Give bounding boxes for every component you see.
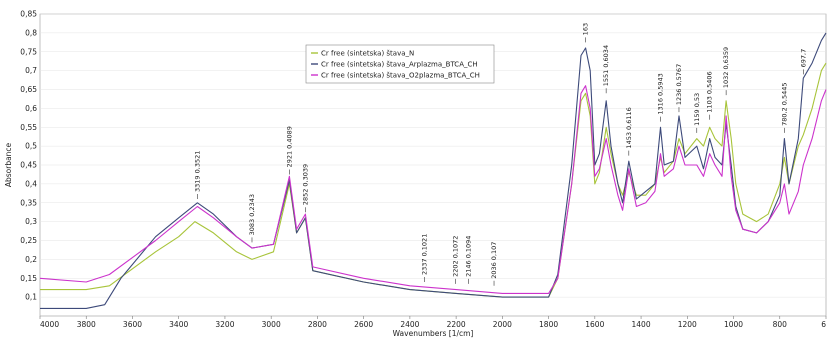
annotation-label: 1551 0,6034 — [602, 45, 610, 86]
annotation-label: 163 — [582, 23, 590, 35]
y-tick-label: 0,5 — [25, 142, 37, 151]
x-tick-label: 2800 — [308, 320, 327, 329]
annotation-label: 1236 0,5767 — [675, 64, 683, 105]
annotation-label: 1103 0,5406 — [706, 71, 714, 112]
legend: Cr free (sintetska) štava_N Cr free (sin… — [305, 44, 495, 84]
series-line-0 — [40, 62, 827, 298]
x-tick-label: 2000 — [493, 320, 512, 329]
annotation-layer: 3319 0,3521 3083 0,2343 2921 0,4089 2852 0,… — [193, 23, 807, 286]
y-tick-label: 0,45 — [20, 161, 37, 170]
y-tick-label: 0,8 — [25, 28, 37, 37]
x-tick-label: 1400 — [632, 320, 651, 329]
y-tick-label: 0,65 — [20, 85, 37, 94]
legend-box — [305, 44, 495, 84]
series-line-2 — [39, 85, 827, 294]
legend-label-1: Cr free (sintetska) štava_Arplazma_BTCA_… — [321, 61, 478, 69]
x-tick-label: 2600 — [354, 320, 373, 329]
y-tick-label: 0,1 — [25, 293, 37, 302]
annotation-label: 3083 0,2343 — [248, 194, 256, 235]
annotation-label: 780,2 0,5445 — [780, 82, 788, 125]
annotation-label: 2921 0,4089 — [285, 126, 293, 167]
series-layer — [39, 32, 827, 309]
y-tick-label: 0,6 — [25, 104, 37, 113]
y-tick-label: 0,75 — [20, 47, 37, 56]
x-tick-label: 800 — [773, 320, 788, 329]
annotation-label: 1159 0,53 — [693, 93, 701, 126]
x-tick-label: 2200 — [447, 320, 466, 329]
x-tick-label: 3600 — [123, 320, 142, 329]
annotation-label: 2036 0,107 — [490, 242, 498, 279]
x-tick-label: 1200 — [678, 320, 697, 329]
x-tick-label: 3800 — [77, 320, 96, 329]
annotation-label: 2337 0,1021 — [420, 234, 428, 275]
x-tick-label: 2400 — [400, 320, 419, 329]
annotation-label: 2146 0,1094 — [465, 236, 473, 277]
y-tick-label: 0,25 — [20, 236, 37, 245]
annotation-label: 1316 0,5943 — [656, 73, 664, 114]
y-tick-label: 0,4 — [25, 179, 37, 188]
annotation-label: 2852 0,3039 — [301, 164, 309, 205]
x-tick-label: 3000 — [262, 320, 281, 329]
x-tick-label: 3200 — [215, 320, 234, 329]
y-tick-label: 0,85 — [20, 10, 37, 19]
y-tick-label: 0,7 — [25, 66, 37, 75]
annotation-label: 1453 0,6116 — [625, 107, 633, 148]
x-tick-label: 6 — [821, 320, 826, 329]
annotation-label: 3319 0,3521 — [193, 151, 201, 192]
y-tick-label: 0,3 — [25, 217, 37, 226]
x-axis-title: Wavenumbers [1/cm] — [393, 329, 474, 338]
annotation-label: 2202 0,1072 — [452, 236, 460, 277]
annotation-label: 1032 0,6359 — [722, 47, 730, 88]
annotation-label: 697,7 — [799, 49, 807, 68]
grid — [40, 13, 826, 298]
legend-label-0: Cr free (sintetska) štava_N — [321, 50, 414, 58]
y-tick-label: 0,2 — [25, 255, 37, 264]
x-tick-label: 1800 — [539, 320, 558, 329]
y-tick-label: 0,55 — [20, 123, 37, 132]
y-tick-label: 0,15 — [20, 274, 37, 283]
x-tick-label: 3400 — [169, 320, 188, 329]
y-axis-title: Absorbance — [4, 142, 13, 187]
x-tick-label: 4000 — [40, 320, 59, 329]
legend-label-2: Cr free (sintetska) štava_O2plazma_BTCA_… — [321, 72, 480, 80]
x-tick-label: 1000 — [724, 320, 743, 329]
y-tick-label: 0,35 — [20, 198, 37, 207]
y-axis-ticks: 0,1 0,15 0,2 0,25 0,3 0,35 0,4 0,45 0,5 0,55 0,6 0,… — [20, 10, 37, 302]
x-tick-label: 1600 — [585, 320, 604, 329]
x-axis-ticks: 4000 3800 3600 3400 3200 3000 2800 2600 2400 2200… — [39, 316, 827, 329]
